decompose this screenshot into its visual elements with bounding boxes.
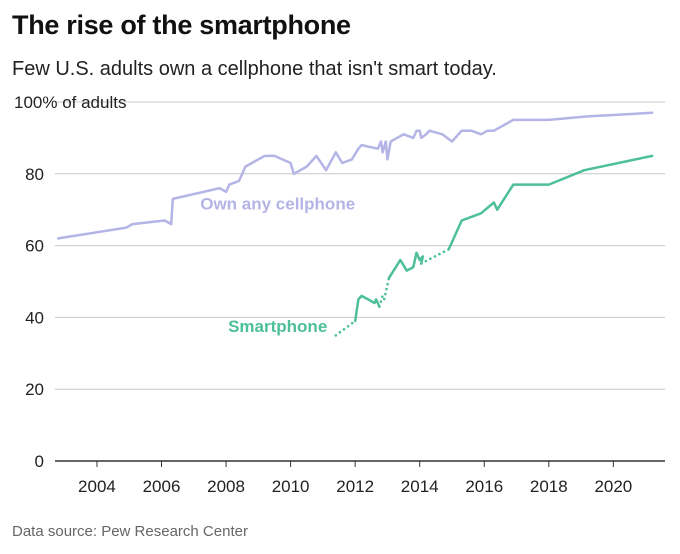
annotation-smartphone: Smartphone	[228, 317, 327, 336]
series-lines	[56, 111, 654, 337]
annotation-own-any-cellphone: Own any cellphone	[200, 195, 355, 214]
y-axis-ticks: 0 20 40 60 80 100% of adults	[14, 93, 126, 471]
x-tick-label: 2006	[143, 477, 181, 496]
y-tick-label: 20	[25, 380, 44, 399]
y-tick-label: 100% of adults	[14, 93, 126, 112]
data-source: Data source: Pew Research Center	[12, 523, 248, 540]
x-tick-label: 2004	[78, 477, 116, 496]
x-tick-label: 2008	[207, 477, 245, 496]
series-line-smartphone	[387, 251, 425, 280]
x-axis-ticks: 2004 2006 2008 2010 2012 2014 2016 2018 2020	[78, 461, 632, 496]
series-annotations: Own any cellphone Smartphone	[200, 195, 355, 336]
chart-title: The rise of the smartphone	[12, 10, 351, 40]
series-line-smartphone	[353, 294, 381, 323]
series-line-own-any-cellphone	[56, 111, 654, 240]
x-tick-label: 2012	[336, 477, 374, 496]
series-line-smartphone-dotted	[378, 276, 391, 308]
series-line-smartphone	[447, 154, 654, 251]
y-tick-label: 80	[25, 165, 44, 184]
x-tick-label: 2014	[401, 477, 439, 496]
series-line-smartphone-dotted	[419, 247, 451, 265]
x-tick-label: 2020	[594, 477, 632, 496]
chart-subtitle: Few U.S. adults own a cellphone that isn…	[12, 58, 497, 80]
x-tick-label: 2018	[530, 477, 568, 496]
y-tick-label: 40	[25, 308, 44, 327]
series-line-smartphone-dotted	[334, 319, 357, 337]
x-tick-label: 2016	[465, 477, 503, 496]
y-tick-label: 0	[35, 452, 44, 471]
grid-lines	[55, 101, 665, 462]
x-tick-label: 2010	[272, 477, 310, 496]
y-tick-label: 60	[25, 237, 44, 256]
